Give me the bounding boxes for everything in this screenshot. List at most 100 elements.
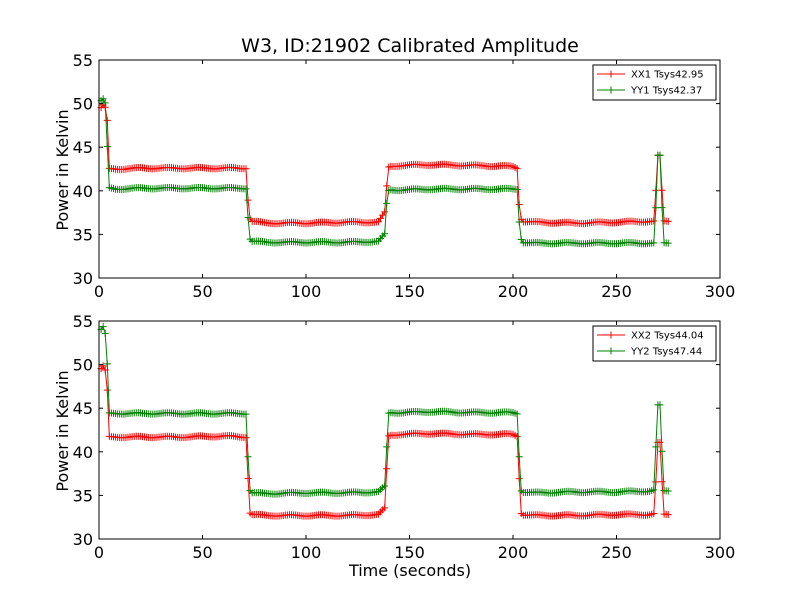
chart-bottom-ytick-label: 50 (73, 356, 93, 375)
chart-top-ylabel: Power in Kelvin (53, 109, 72, 230)
chart-bottom-xtick-label: 200 (498, 543, 529, 562)
chart-bottom-ytick-label: 45 (73, 399, 93, 418)
chart-bottom-legend-marker (607, 331, 615, 339)
chart-top-series-1-point (101, 99, 109, 107)
chart-top-series-1-point (664, 239, 672, 247)
chart-bottom-series-1-point (99, 323, 107, 331)
chart-top-series-0-point (103, 116, 111, 124)
chart-bottom-series-1-point (656, 401, 664, 409)
chart-top-series-0-point (658, 186, 666, 194)
chart-bottom-legend-label: YY2 Tsys47.44 (630, 347, 702, 358)
chart-top-series-1-point (513, 186, 521, 194)
chart-bottom-series-1-point (244, 453, 252, 461)
chart-top-series-0-point (383, 182, 391, 190)
chart-top-series-0-point (650, 217, 658, 225)
chart-bottom-ytick-label: 55 (73, 312, 93, 331)
chart-top-series-1-point (650, 239, 658, 247)
chart-top-ytick-label: 55 (73, 51, 93, 70)
chart-bottom-series-1-point (664, 487, 672, 495)
chart-bottom-legend-label: XX2 Tsys44.04 (631, 331, 704, 342)
chart-bottom-series-1-point (515, 453, 523, 461)
chart-bottom-series-0-point (656, 438, 664, 446)
chart-top-ytick-label: 35 (73, 225, 93, 244)
chart-top-legend: XX1 Tsys42.95 YY1 Tsys42.37 (592, 64, 717, 101)
chart-bottom-series-0-point (650, 509, 658, 517)
chart-bottom-xtick-label: 300 (705, 543, 736, 562)
chart-bottom-xtick-label: 50 (192, 543, 212, 562)
chart-top-xtick-label: 200 (498, 282, 529, 301)
chart-bottom-series-0-point (652, 478, 660, 486)
chart-top-series-0 (97, 101, 672, 228)
chart-top-series-0-point (381, 208, 389, 216)
chart-top-series-0-point (664, 217, 672, 225)
chart-top-series-1-point (656, 151, 664, 159)
chart-top-series-1 (97, 95, 672, 248)
chart-top-plot-area: 0 50 100 150 200 250 300 30 35 40 45 50 55 XX1 Tsys42… (73, 51, 736, 301)
chart-top-series-1-point (381, 230, 389, 238)
chart-bottom-ytick-label: 35 (73, 486, 93, 505)
chart-bottom-xtick-label: 250 (601, 543, 632, 562)
chart-top: W3, ID:21902 Calibrated Amplitude Power … (53, 35, 735, 301)
chart-top-series-1-point (103, 143, 111, 151)
chart-bottom-ylabel: Power in Kelvin (53, 370, 72, 491)
chart-bottom-series-1-point (383, 443, 391, 451)
chart-bottom-legend-marker (607, 347, 615, 355)
chart-bottom-series-0-point (513, 433, 521, 441)
chart-bottom-series-1-point (381, 482, 389, 490)
chart-bottom-series-0-point (515, 475, 523, 483)
chart-bottom-plot-area: 0 50 100 150 200 250 300 30 35 40 45 50 55 XX2 Tsys44… (73, 312, 736, 562)
chart-bottom-series-1-point (103, 360, 111, 368)
chart-bottom-series-0-point (103, 386, 111, 394)
chart-top-series-1-point (515, 218, 523, 226)
chart-bottom-series-1-point (101, 329, 109, 337)
chart-top-series-0-point (513, 165, 521, 173)
chart-bottom-legend: XX2 Tsys44.04 YY2 Tsys47.44 (592, 325, 717, 362)
chart-top-ytick-label: 40 (73, 182, 93, 201)
chart-top-legend-box (592, 64, 717, 101)
chart-top-legend-label: XX1 Tsys42.95 (631, 70, 704, 81)
chart-top-ytick-label: 50 (73, 95, 93, 114)
chart-bottom-series-0-point (658, 478, 666, 486)
chart-top-series-1-point (242, 185, 250, 193)
chart-top-xtick-label: 300 (705, 282, 736, 301)
chart-bottom-series-0-point (383, 465, 391, 473)
chart-bottom-series-0-point (99, 362, 107, 370)
chart-top-legend-label: YY1 Tsys42.37 (630, 86, 702, 97)
chart-bottom-series-1-point (658, 447, 666, 455)
chart-top-xtick-label: 100 (291, 282, 322, 301)
chart-bottom-legend-box (592, 325, 717, 362)
chart-bottom: Power in Kelvin Time (seconds) 0 50 100 150… (53, 312, 735, 580)
chart-bottom-xtick-label: 0 (94, 543, 104, 562)
chart-bottom-series-1 (97, 323, 672, 498)
chart-bottom-series-1-point (652, 443, 660, 451)
chart-top-ytick-label: 30 (73, 269, 93, 288)
chart-top-series-0-point (515, 201, 523, 209)
chart-top-xtick-label: 50 (192, 282, 212, 301)
chart-top-series-0-point (242, 165, 250, 173)
chart-bottom-series-1-point (242, 410, 250, 418)
chart-top-legend-marker (607, 86, 615, 94)
chart-bottom-series-1-point (650, 486, 658, 494)
chart-top-series-1-point (244, 214, 252, 222)
chart-bottom-series-0 (97, 362, 672, 520)
chart-bottom-xlabel: Time (seconds) (348, 561, 471, 580)
chart-bottom-series-1-point (513, 410, 521, 418)
chart-bottom-series-0-point (242, 434, 250, 442)
chart-top-xtick-label: 0 (94, 282, 104, 301)
chart-bottom-xtick-label: 100 (291, 543, 322, 562)
chart-top-ytick-label: 45 (73, 138, 93, 157)
chart-bottom-series-0-point (381, 504, 389, 512)
chart-top-series-1-point (658, 204, 666, 212)
chart-bottom-series-0-point (244, 475, 252, 483)
chart-top-series-0-point (652, 186, 660, 194)
chart-top-series-1-point (383, 199, 391, 207)
chart-top-series-1-point (652, 204, 660, 212)
chart-top-xtick-label: 250 (601, 282, 632, 301)
chart-bottom-series-0-point (664, 511, 672, 519)
chart-top-series-1-point (99, 95, 107, 103)
chart-bottom-xtick-label: 150 (394, 543, 425, 562)
chart-bottom-ytick-label: 40 (73, 443, 93, 462)
chart-top-xtick-label: 150 (394, 282, 425, 301)
